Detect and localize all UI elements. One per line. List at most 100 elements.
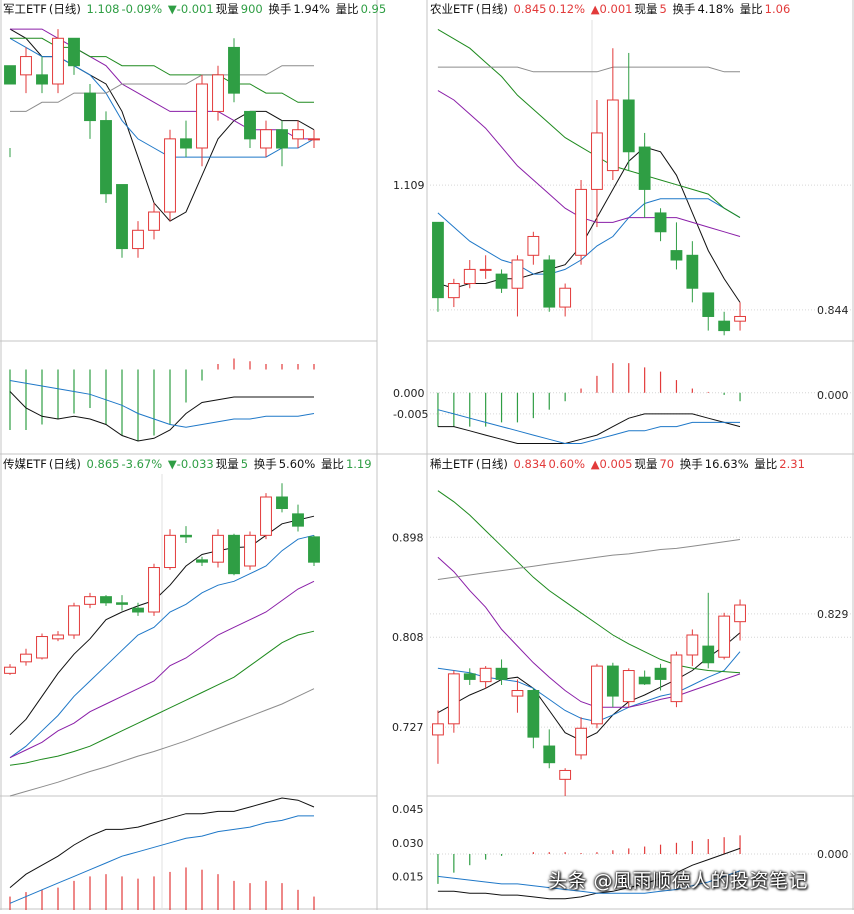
turn: 16.63%	[704, 457, 749, 471]
candle-up	[196, 83, 208, 149]
ma-line-ma30	[9, 630, 315, 766]
ma-line-ma60	[437, 539, 741, 580]
price: 0.834	[513, 457, 547, 471]
header-xitu-etf: 稀土ETF (日线) 0.834 0.60% ▲0.005 现量 70 换手 16.63%…	[430, 456, 807, 472]
vol: 900	[240, 2, 263, 16]
ma-line-ma5	[437, 146, 741, 303]
candle-down	[638, 676, 651, 685]
candle-up	[164, 534, 176, 569]
period: (日线)	[475, 2, 508, 16]
ma-line-ma30	[437, 490, 741, 674]
candle-up	[212, 74, 224, 112]
turn-label: 换手	[679, 457, 703, 471]
candle-up	[591, 665, 603, 725]
macd-tick-label: 0.030	[392, 837, 424, 850]
candle-down	[36, 74, 48, 85]
candle-down	[116, 184, 128, 250]
etf-name: 稀土ETF	[430, 457, 474, 471]
period: (日线)	[48, 457, 81, 471]
candle-down	[495, 667, 508, 680]
candle-up	[606, 99, 619, 172]
candle-up	[463, 268, 476, 285]
vol-label: 现量	[215, 2, 239, 16]
candle-up	[511, 259, 524, 289]
change: 0.12%	[548, 2, 586, 16]
candle-down	[228, 534, 240, 575]
ma-line-ma20	[437, 90, 741, 237]
candle-up	[670, 654, 683, 703]
candle-up	[20, 653, 32, 663]
ma-line-ma10	[9, 534, 315, 759]
macd-dea-line	[437, 870, 741, 894]
delta: ▼-0.033	[167, 457, 214, 471]
candle-up	[718, 615, 731, 658]
candle-up	[686, 634, 699, 656]
macd-tick-label: 0.015	[392, 870, 424, 883]
ratio: 1.06	[764, 2, 791, 16]
candle-up	[292, 129, 304, 140]
vol-label: 现量	[215, 457, 239, 471]
price-tick-label: 1.109	[393, 179, 425, 192]
macd-dif-line	[9, 391, 314, 442]
ma-line-ma10	[437, 651, 741, 723]
vol-label: 现量	[634, 2, 658, 16]
candle-up	[84, 596, 96, 605]
vol-label: 现量	[634, 457, 658, 471]
candle-down	[622, 99, 635, 153]
candle-up	[308, 138, 320, 141]
header-junggong-etf: 军工ETF (日线) 1.108 -0.09% ▼-0.001 现量 900 换手 1.9…	[3, 1, 388, 17]
candle-up	[479, 268, 492, 271]
vol: 5	[659, 2, 667, 16]
candle-down	[228, 46, 240, 94]
candle-up	[734, 604, 746, 623]
ma-line-ma60	[437, 66, 740, 73]
change: -0.09%	[121, 2, 163, 16]
candle-up	[260, 496, 272, 536]
ma-line-ma20	[9, 580, 315, 759]
macd-tick-label: -0.005	[393, 408, 428, 421]
macd-dea-line	[9, 815, 314, 904]
price-tick-label: 0.808	[392, 631, 424, 644]
candle-down	[84, 92, 96, 122]
candle-up	[559, 287, 572, 308]
price: 1.108	[86, 2, 120, 16]
candle-down	[132, 607, 144, 613]
turn: 4.18%	[697, 2, 734, 16]
candle-up	[447, 673, 460, 725]
candle-up	[52, 634, 64, 640]
candle-down	[543, 745, 556, 764]
candle-down	[606, 665, 619, 697]
turn-label: 换手	[268, 2, 292, 16]
candle-down	[654, 667, 667, 680]
candle-down	[244, 110, 256, 140]
ratio-label: 量比	[739, 2, 763, 16]
candle-down	[702, 645, 715, 664]
candle-up	[591, 132, 603, 190]
macd-dea-line	[9, 380, 315, 428]
candle-down	[100, 596, 112, 604]
watermark: 头条 @風雨顺德人的投资笔记	[548, 870, 809, 892]
macd-dif-line	[437, 847, 741, 900]
candle-up	[244, 534, 256, 567]
candle-up	[20, 56, 32, 76]
turn-label: 换手	[253, 457, 277, 471]
candle-down	[432, 221, 444, 299]
candle-up	[734, 315, 746, 322]
delta: ▲0.005	[590, 457, 633, 471]
candle-down	[292, 513, 304, 527]
ma-line-ma30	[437, 28, 741, 219]
candle-down	[686, 254, 699, 289]
turn: 5.60%	[278, 457, 316, 471]
period: (日线)	[48, 2, 81, 16]
macd-dif-line	[9, 797, 315, 888]
candle-down	[276, 496, 288, 509]
macd-dif-line	[437, 413, 741, 444]
candle-down	[4, 65, 16, 85]
candle-up	[52, 37, 64, 85]
period: (日线)	[475, 457, 508, 471]
candle-down	[543, 259, 556, 308]
candle-down	[196, 559, 208, 563]
candle-down	[654, 212, 667, 233]
macd-tick-label: 0.000	[393, 387, 425, 400]
